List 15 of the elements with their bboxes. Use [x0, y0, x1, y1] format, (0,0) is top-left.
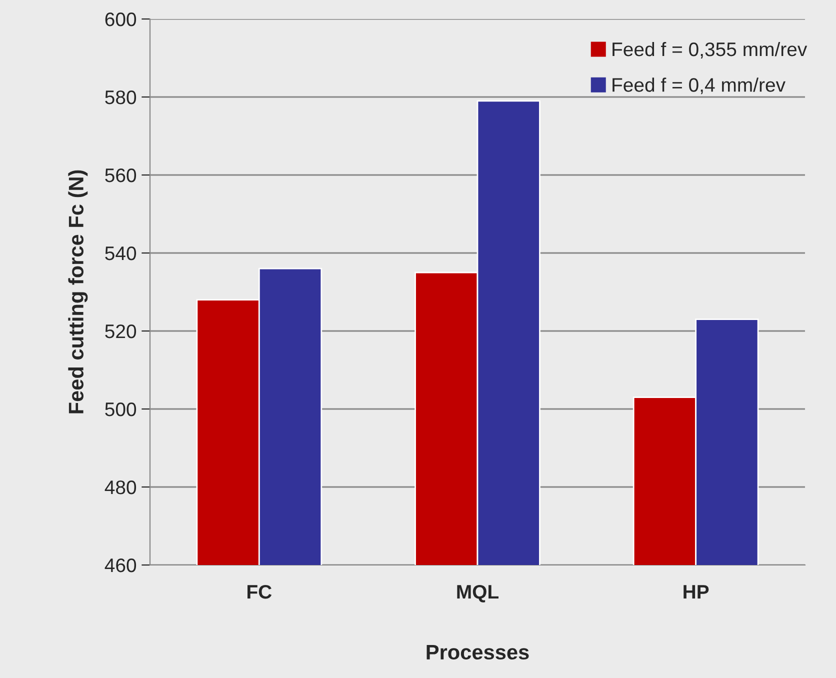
y-tick-label: 460	[104, 558, 136, 572]
y-tick-label: 560	[105, 168, 136, 182]
legend-label: Feed f = 0,4 mm/rev	[612, 78, 786, 94]
x-tick-label: HP	[684, 585, 709, 599]
y-axis-title: Feed cutting force Fc (N)	[68, 170, 88, 414]
legend-label: Feed f = 0,355 mm/rev	[612, 42, 808, 59]
x-tick-label: MQL	[457, 584, 499, 602]
y-tick-label: 600	[105, 12, 136, 26]
y-tick-label: 480	[104, 480, 136, 494]
x-axis-title: Processes	[426, 645, 529, 660]
y-tick-label: 580	[105, 90, 136, 104]
y-tick-label: 520	[105, 324, 136, 338]
y-tick-label: 540	[105, 246, 136, 260]
y-tick-label: 500	[105, 402, 136, 416]
x-tick-label: FC	[248, 584, 272, 599]
